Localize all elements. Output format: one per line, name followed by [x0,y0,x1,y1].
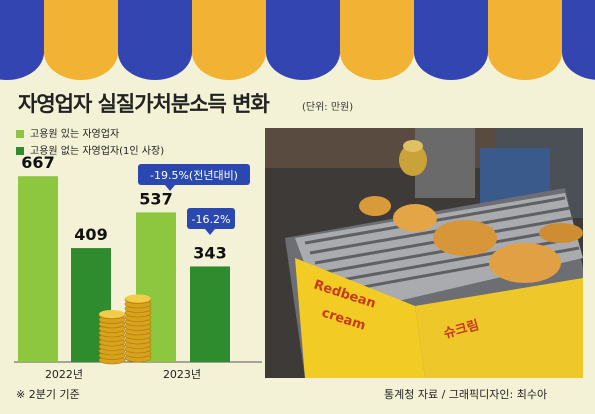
callout-pointer [205,229,215,235]
callout-text: -19.5%(전년대비) [150,169,238,182]
legend-swatch-dark-green [16,147,24,155]
legend-label: 고용원 없는 자영업자(1인 사장) [30,146,165,157]
photo-illustration: Redbean cream 슈크림 [265,128,583,378]
x-tick-label: 2023년 [163,368,201,381]
data-label: 537 [139,189,172,208]
awning-scallop [414,24,488,80]
gold-coin-top [125,294,151,303]
awning-scallop [118,24,192,80]
data-label: 409 [74,225,107,244]
source-credit: 통계청 자료 / 그래픽디자인: 최수아 [384,388,548,401]
callout-box [138,164,250,185]
bar-without-employees-2023년 [190,266,230,362]
change-callout: -16.2% [187,208,235,235]
change-callout: -19.5%(전년대비) [138,164,250,191]
callout-text: -16.2% [192,213,231,226]
legend-swatch-light-green [16,130,24,138]
awning-stripe-decoration [0,0,595,80]
data-label: 667 [21,153,54,172]
footnote: ※ 2분기 기준 [16,388,80,401]
fish-bread-stall-photo: Redbean cream 슈크림 [265,128,583,378]
x-tick-label: 2022년 [45,368,83,381]
gold-coin-top [99,310,125,318]
gold-coins-stack-icon [98,294,152,365]
awning-scallop [562,24,595,80]
callout-box [187,208,235,229]
awning-scallop [0,24,44,80]
legend-item-with-employees: 고용원 있는 자영업자 [16,125,119,140]
data-label: 343 [193,243,226,262]
bar-with-employees-2022년 [18,176,58,362]
awning-scallop [266,24,340,80]
awning-scallop [488,24,562,80]
chart-title: 자영업자 실질가처분소득 변화 [18,92,270,116]
awning-scallop [192,24,266,80]
unit-label: (단위: 만원) [302,102,354,113]
legend-item-without-employees: 고용원 없는 자영업자(1인 사장) [16,142,164,157]
legend-label: 고용원 있는 자영업자 [30,129,120,140]
awning-scallop [44,24,118,80]
awning-scallop [340,24,414,80]
callout-pointer [165,185,175,191]
